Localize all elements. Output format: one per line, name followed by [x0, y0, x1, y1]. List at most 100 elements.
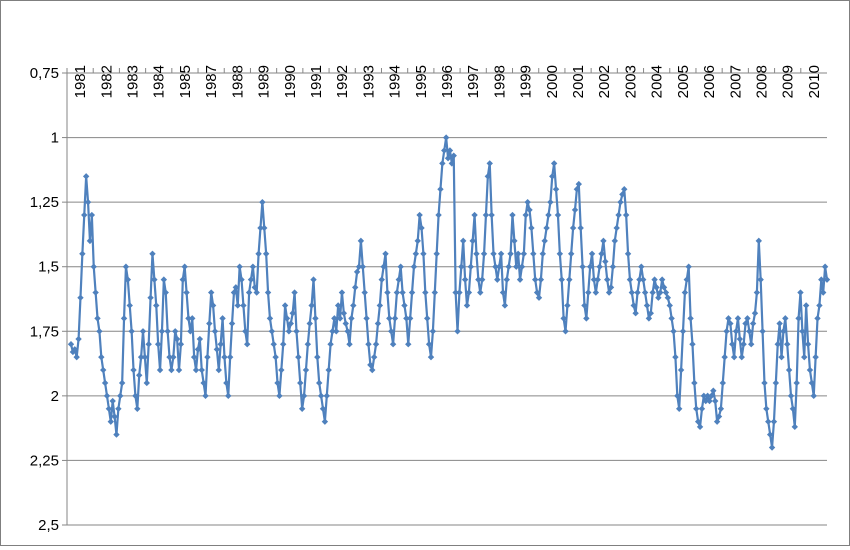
data-point — [261, 224, 268, 232]
y-tick-label: 1 — [51, 130, 59, 147]
data-point — [725, 315, 732, 322]
series-layer — [67, 134, 831, 451]
data-point — [751, 310, 759, 317]
data-point — [357, 237, 365, 245]
data-point — [370, 353, 378, 361]
data-point — [674, 392, 681, 400]
x-tick-label: 1983 — [125, 65, 142, 98]
data-point — [530, 250, 537, 257]
data-point — [266, 315, 274, 322]
data-point — [776, 320, 783, 327]
data-point — [560, 315, 567, 322]
data-point — [691, 379, 698, 387]
data-point — [640, 276, 647, 283]
data-point — [67, 341, 75, 348]
data-point — [632, 310, 639, 317]
data-point — [340, 310, 348, 317]
data-point — [365, 341, 372, 348]
x-tick-label: 1991 — [308, 65, 325, 98]
data-point — [412, 250, 420, 257]
data-point — [497, 250, 505, 257]
data-point — [782, 315, 789, 322]
data-point — [643, 302, 651, 309]
data-point — [90, 263, 97, 270]
data-point — [338, 289, 346, 296]
data-point — [442, 134, 450, 141]
data-point — [698, 405, 706, 412]
data-point — [151, 276, 158, 283]
data-point — [249, 263, 257, 270]
data-point — [295, 353, 302, 361]
data-point — [172, 328, 179, 335]
data-point — [793, 379, 800, 387]
x-tick-label: 2010 — [806, 65, 823, 98]
data-point — [319, 405, 327, 412]
data-point — [518, 263, 526, 270]
data-point — [255, 250, 262, 257]
data-point — [619, 191, 626, 198]
data-point — [84, 198, 92, 206]
x-tick-label: 1998 — [491, 65, 508, 98]
data-point — [520, 250, 528, 257]
data-point — [749, 320, 757, 327]
x-tick-label: 1989 — [256, 65, 273, 98]
data-point — [177, 341, 185, 348]
data-point — [253, 289, 260, 296]
x-tick-label: 1988 — [229, 65, 246, 98]
data-point — [238, 276, 245, 283]
data-point — [588, 250, 596, 257]
data-point — [641, 289, 649, 296]
data-point — [393, 289, 401, 296]
data-point — [333, 328, 340, 335]
data-point — [378, 276, 385, 283]
data-point — [359, 263, 366, 270]
data-point — [602, 258, 609, 265]
data-point — [185, 315, 192, 322]
data-point — [526, 206, 533, 214]
data-point — [696, 423, 704, 431]
data-point — [511, 237, 518, 245]
data-point — [600, 237, 607, 245]
data-point — [509, 211, 516, 219]
data-point — [100, 366, 107, 374]
data-point — [617, 198, 624, 206]
data-point — [208, 289, 215, 296]
data-point — [660, 284, 668, 291]
data-point — [785, 366, 793, 374]
data-point — [772, 379, 780, 387]
data-point — [693, 405, 700, 412]
data-point — [242, 328, 249, 335]
y-tick-label: 2,25 — [30, 452, 59, 469]
data-point — [132, 392, 139, 400]
data-point — [403, 315, 410, 322]
data-point — [170, 353, 177, 361]
data-point — [310, 276, 317, 283]
data-point — [797, 289, 804, 296]
x-tick-label: 1994 — [387, 65, 404, 98]
data-point — [283, 315, 291, 322]
data-point — [778, 353, 785, 361]
data-point — [821, 263, 829, 270]
data-point — [477, 289, 484, 296]
data-point — [173, 335, 181, 343]
data-point — [247, 276, 255, 283]
data-point — [624, 250, 632, 257]
data-point — [401, 302, 408, 309]
data-point — [327, 341, 334, 348]
data-point — [153, 302, 160, 309]
data-point — [136, 371, 143, 379]
data-point — [478, 276, 486, 283]
data-point — [738, 353, 745, 361]
data-point — [141, 353, 149, 361]
data-point — [609, 263, 617, 270]
data-point — [298, 405, 306, 412]
data-point — [562, 328, 569, 335]
data-point — [810, 392, 817, 400]
data-point — [558, 276, 565, 283]
data-point — [137, 353, 145, 361]
data-point — [439, 160, 446, 167]
data-point — [458, 263, 465, 270]
data-point — [804, 341, 812, 348]
data-point — [414, 237, 421, 245]
data-point — [217, 341, 224, 348]
